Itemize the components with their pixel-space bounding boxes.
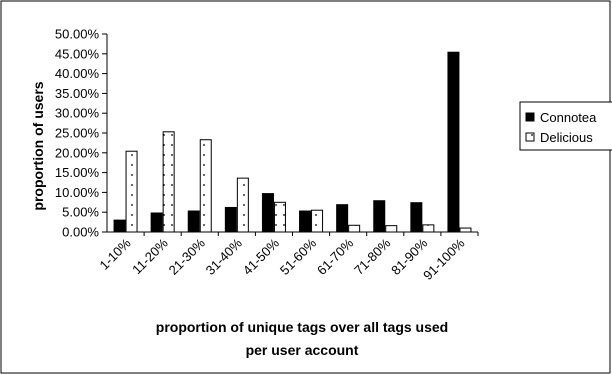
legend-label-delicious: Delicious	[540, 130, 593, 145]
y-axis-title: proportion of users	[30, 81, 46, 210]
bar-connotea-51-60%	[299, 210, 312, 233]
bar-delicious-21-30%	[199, 139, 212, 233]
x-axis-title-line-1: proportion of unique tags over all tags …	[156, 319, 448, 335]
legend-swatch-connotea	[525, 112, 535, 122]
y-tick-label: 15.00%	[55, 165, 100, 180]
legend-box	[519, 101, 612, 151]
legend-label-connotea: Connotea	[540, 110, 597, 125]
y-tick-label: 45.00%	[55, 46, 100, 61]
bar-delicious-31-40%	[236, 177, 249, 233]
bar-connotea-31-40%	[224, 206, 237, 233]
bar-delicious-91-100%	[459, 227, 472, 233]
y-tick-label: 20.00%	[55, 145, 100, 160]
bar-connotea-41-50%	[261, 193, 274, 233]
x-axis-title-line-2: per user account	[246, 342, 359, 358]
bar-delicious-1-10%	[125, 150, 138, 233]
bar-delicious-41-50%	[273, 201, 286, 233]
y-tick-label: 35.00%	[55, 86, 100, 101]
bar-connotea-61-70%	[336, 204, 349, 233]
bar-connotea-21-30%	[187, 210, 200, 233]
legend-swatch-delicious	[525, 132, 535, 142]
y-tick-label: 50.00%	[55, 27, 100, 42]
legend: Connotea Delicious	[519, 101, 612, 151]
bar-connotea-11-20%	[150, 212, 163, 233]
bar-delicious-61-70%	[348, 224, 361, 233]
bar-connotea-81-90%	[410, 202, 423, 233]
bar-connotea-91-100%	[447, 51, 460, 233]
bar-delicious-51-60%	[311, 209, 324, 233]
bar-delicious-11-20%	[162, 131, 175, 233]
y-tick-label: 0.00%	[62, 225, 99, 240]
bar-connotea-71-80%	[373, 200, 386, 233]
bar-delicious-81-90%	[422, 224, 435, 233]
y-tick-label: 40.00%	[55, 66, 100, 81]
y-tick-label: 25.00%	[55, 126, 100, 141]
y-tick-label: 10.00%	[55, 185, 100, 200]
bar-delicious-71-80%	[385, 225, 398, 233]
y-tick-label: 5.00%	[62, 205, 99, 220]
bar-connotea-1-10%	[113, 219, 126, 233]
y-tick-label: 30.00%	[55, 106, 100, 121]
